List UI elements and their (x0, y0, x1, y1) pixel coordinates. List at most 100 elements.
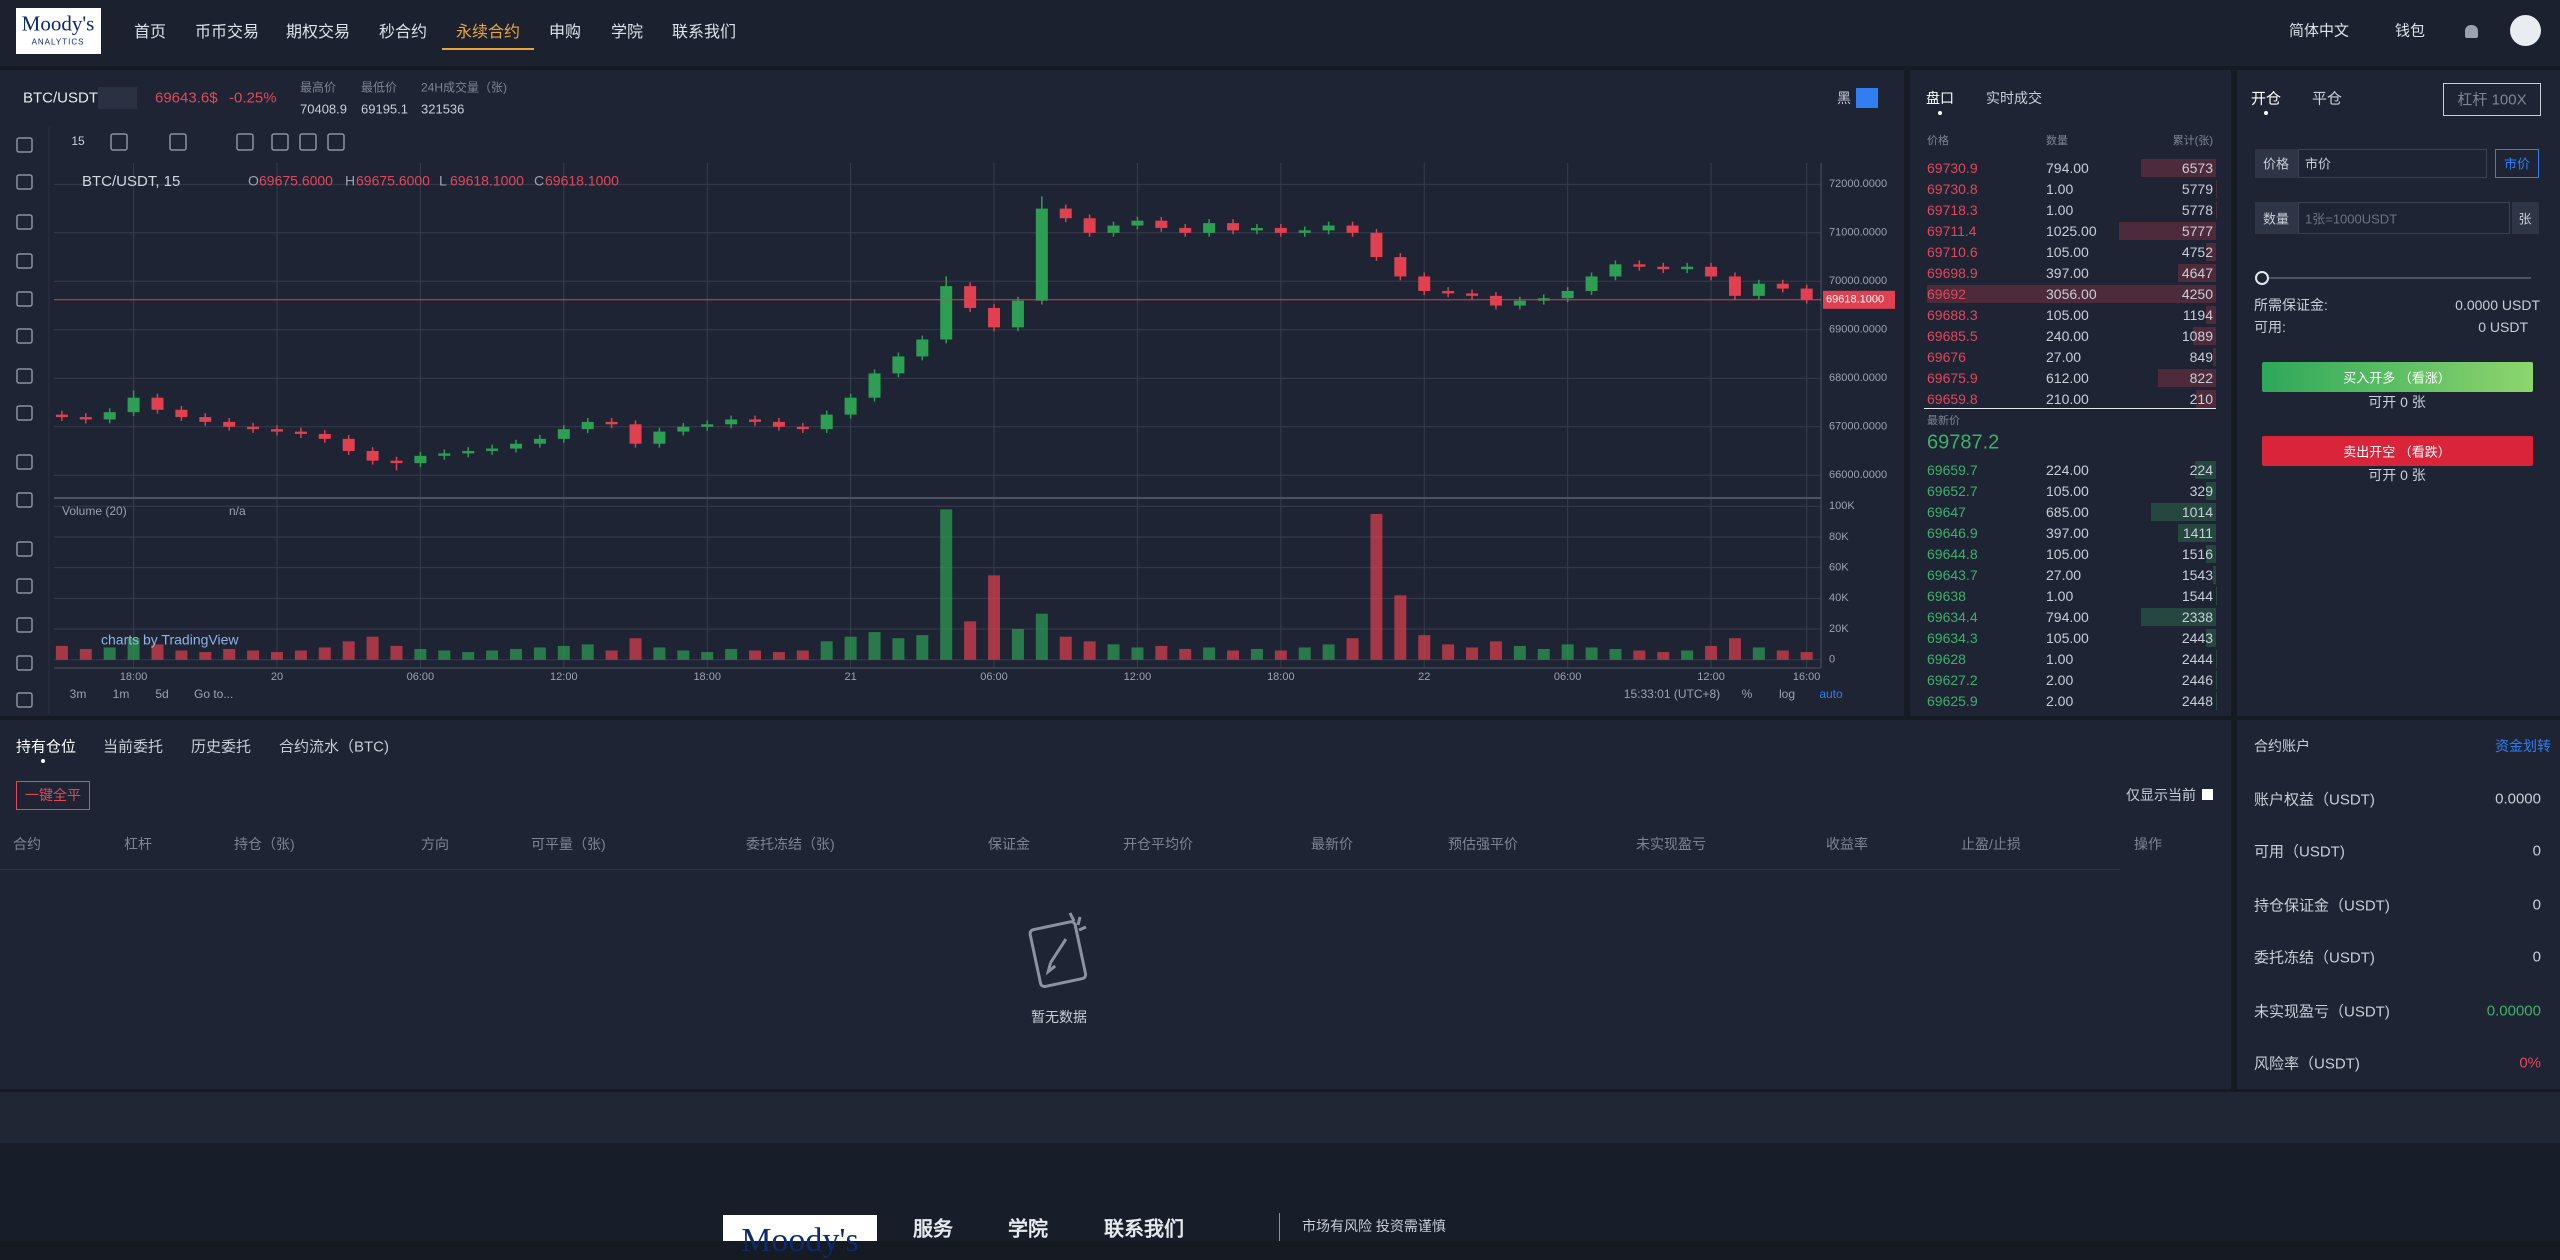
order-total: 1089 (2182, 328, 2213, 344)
volume-bar (391, 646, 403, 660)
range-button[interactable]: 5d (155, 687, 168, 701)
last-price-label: 69618.1000 (1826, 294, 1884, 306)
x-tick-label: 12:00 (1697, 671, 1725, 683)
column-header: 止盈/止损 (1961, 834, 2021, 854)
candle-body (104, 412, 116, 419)
language-menu[interactable]: 简体中文 (2289, 20, 2349, 41)
position-tab[interactable]: 合约流水（BTC) (279, 736, 389, 757)
volume-bar (749, 651, 761, 660)
slider-track[interactable] (2262, 277, 2531, 279)
account-title: 合约账户 (2254, 736, 2310, 756)
candle-body (1609, 264, 1621, 276)
tab-dot (2264, 111, 2268, 115)
order-qty: 105.00 (2046, 307, 2089, 323)
volume-label: Volume (20) (62, 504, 127, 518)
order-qty: 105.00 (2046, 546, 2089, 562)
column-header: 委托冻结（张) (746, 834, 835, 854)
leverage[interactable]: 杠杆 100X (2457, 89, 2526, 110)
volume-bar (175, 651, 187, 660)
range-button[interactable]: 1m (113, 687, 130, 701)
nav-item[interactable]: 联系我们 (672, 18, 736, 42)
orderbook-divider (1924, 408, 2216, 409)
position-tab[interactable]: 当前委托 (103, 736, 163, 757)
chart-symbol: BTC/USDT, 15 (82, 173, 180, 190)
volume-bar (1203, 647, 1215, 659)
wallet-menu[interactable]: 钱包 (2395, 20, 2425, 41)
candle-body (486, 449, 498, 451)
ticker-change: -0.25% (229, 90, 277, 107)
order-total: 5778 (2182, 202, 2213, 218)
x-tick-label: 18:00 (693, 671, 721, 683)
candle-body (1203, 223, 1215, 233)
chart-option: log (1779, 687, 1795, 701)
positions-panel (0, 720, 2231, 1089)
order-qty: 105.00 (2046, 244, 2089, 260)
candle-body (438, 453, 450, 455)
volume-bar (1538, 649, 1550, 660)
footer-logo-text: Moody's (741, 1222, 859, 1260)
candle-body (821, 415, 833, 430)
volume-bar (295, 651, 307, 660)
theme-button[interactable] (1856, 88, 1878, 108)
footer-link[interactable]: 联系我们 (1104, 1213, 1184, 1242)
tab-dot (1938, 111, 1942, 115)
transfer-link[interactable]: 资金划转 (2495, 736, 2551, 756)
range-button[interactable]: 3m (70, 687, 87, 701)
order-price: 69638 (1927, 588, 1966, 604)
nav-item[interactable]: 币币交易 (195, 18, 259, 42)
candle-body (1036, 209, 1048, 301)
close-all[interactable]: 一键全平 (25, 785, 81, 805)
nav-item[interactable]: 秒合约 (379, 18, 427, 42)
nav-item[interactable]: 永续合约 (456, 18, 520, 42)
theme-toggle[interactable]: 黑 (1837, 88, 1851, 108)
sell-label[interactable]: 卖出开空 （看跌） (2343, 442, 2451, 461)
stat-value: 321536 (421, 102, 464, 117)
orderbook-tab[interactable]: 盘口 (1926, 88, 1954, 108)
volume-bar (773, 652, 785, 660)
price-mode[interactable]: 市价 (2504, 154, 2530, 173)
nav-item[interactable]: 期权交易 (286, 18, 350, 42)
footer-link[interactable]: 服务 (913, 1213, 953, 1242)
column-header: 保证金 (988, 834, 1030, 854)
pair-dropdown[interactable] (98, 87, 137, 109)
order-total: 5779 (2182, 181, 2213, 197)
volume-bar (1227, 651, 1239, 660)
candle-body (128, 398, 140, 413)
available-value: 0 USDT (2478, 319, 2528, 335)
trade-tab[interactable]: 开仓 (2251, 88, 2281, 109)
tool-icon (17, 542, 32, 556)
price-label: 价格 (2263, 154, 2289, 173)
slider-handle[interactable] (2255, 271, 2269, 285)
candle-body (199, 417, 211, 422)
nav-item[interactable]: 申购 (549, 18, 581, 42)
column-header: 方向 (421, 834, 449, 854)
logo-subtext: ANALYTICS (32, 38, 85, 47)
volume-bar (892, 638, 904, 659)
account-value: 0 (2533, 949, 2541, 966)
orderbook-tab[interactable]: 实时成交 (1986, 88, 2042, 108)
y-tick-label: 70000.0000 (1829, 275, 1887, 287)
nav-item[interactable]: 学院 (611, 18, 643, 42)
avatar[interactable] (2510, 15, 2541, 46)
volume-bar (343, 641, 355, 659)
filter-checkbox[interactable] (2202, 789, 2213, 800)
trade-tab[interactable]: 平仓 (2312, 88, 2342, 109)
candle-body (1586, 276, 1598, 291)
footer-link[interactable]: 学院 (1008, 1213, 1048, 1242)
order-price: 69711.4 (1927, 223, 1977, 239)
buy-label[interactable]: 买入开多 （看涨） (2343, 368, 2451, 387)
position-tab[interactable]: 历史委托 (191, 736, 251, 757)
candle-body (1299, 230, 1311, 232)
header-rule (0, 869, 2120, 870)
volume-bar (1562, 644, 1574, 659)
order-price: 69646.9 (1927, 525, 1978, 541)
position-tab[interactable]: 持有仓位 (16, 736, 76, 757)
footer (0, 1143, 2560, 1241)
volume-tick-label: 80K (1829, 531, 1849, 543)
bell-icon[interactable] (2465, 25, 2478, 38)
candle-body (319, 434, 331, 439)
legend-value: 69618.1000 (545, 173, 619, 189)
candle-body (1323, 226, 1335, 231)
candle-body (1155, 221, 1167, 228)
nav-item[interactable]: 首页 (134, 18, 166, 42)
